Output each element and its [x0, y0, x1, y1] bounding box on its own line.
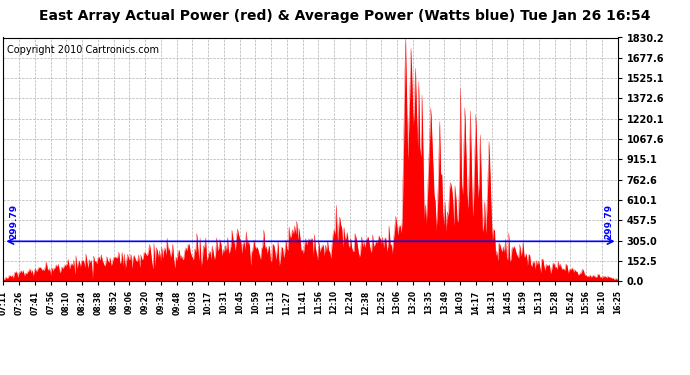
Text: East Array Actual Power (red) & Average Power (Watts blue) Tue Jan 26 16:54: East Array Actual Power (red) & Average … [39, 9, 651, 23]
Text: Copyright 2010 Cartronics.com: Copyright 2010 Cartronics.com [6, 45, 159, 55]
Text: 299.79: 299.79 [9, 204, 18, 239]
Text: 299.79: 299.79 [604, 204, 613, 239]
